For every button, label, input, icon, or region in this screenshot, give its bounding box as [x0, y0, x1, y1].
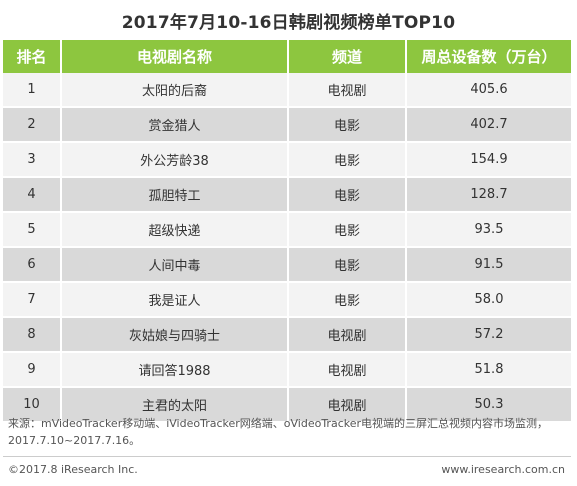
- channel-cell: 电视剧: [289, 73, 407, 108]
- drama-name-cell: 主君的太阳: [62, 388, 289, 423]
- header-channel: 频道: [289, 40, 407, 73]
- table-row: 9 请回答1988 电视剧 51.8: [3, 353, 571, 388]
- rank-cell: 6: [3, 248, 62, 283]
- device-count-cell: 57.2: [407, 318, 571, 353]
- rank-cell: 5: [3, 213, 62, 248]
- channel-cell: 电影: [289, 143, 407, 178]
- drama-name-cell: 太阳的后裔: [62, 73, 289, 108]
- header-drama-name: 电视剧名称: [62, 40, 289, 73]
- device-count-cell: 58.0: [407, 283, 571, 318]
- channel-cell: 电视剧: [289, 388, 407, 423]
- drama-name-cell: 人间中毒: [62, 248, 289, 283]
- drama-name-cell: 超级快递: [62, 213, 289, 248]
- drama-name-cell: 外公芳龄38: [62, 143, 289, 178]
- header-weekly-devices: 周总设备数（万台）: [407, 40, 571, 73]
- device-count-cell: 405.6: [407, 73, 571, 108]
- rank-cell: 9: [3, 353, 62, 388]
- source-line-2: 2017.7.10~2017.7.16。: [8, 434, 141, 447]
- drama-name-cell: 灰姑娘与四骑士: [62, 318, 289, 353]
- copyright-text: ©2017.8 iResearch Inc.: [8, 463, 138, 476]
- footer-divider: [3, 456, 571, 457]
- device-count-cell: 51.8: [407, 353, 571, 388]
- table-row: 4 孤胆特工 电影 128.7: [3, 178, 571, 213]
- table-row: 1 太阳的后裔 电视剧 405.6: [3, 73, 571, 108]
- device-count-cell: 402.7: [407, 108, 571, 143]
- drama-name-cell: 我是证人: [62, 283, 289, 318]
- rank-cell: 2: [3, 108, 62, 143]
- table-row: 3 外公芳龄38 电影 154.9: [3, 143, 571, 178]
- table-row: 10 主君的太阳 电视剧 50.3: [3, 388, 571, 423]
- rank-cell: 4: [3, 178, 62, 213]
- table-row: 5 超级快递 电影 93.5: [3, 213, 571, 248]
- rank-cell: 1: [3, 73, 62, 108]
- device-count-cell: 50.3: [407, 388, 571, 423]
- source-line-1: 来源：mVideoTracker移动端、iVideoTracker网络端、oVi…: [8, 417, 549, 430]
- drama-name-cell: 请回答1988: [62, 353, 289, 388]
- drama-name-cell: 孤胆特工: [62, 178, 289, 213]
- header-rank: 排名: [3, 40, 62, 73]
- rank-cell: 7: [3, 283, 62, 318]
- channel-cell: 电影: [289, 213, 407, 248]
- rank-cell: 10: [3, 388, 62, 423]
- channel-cell: 电影: [289, 248, 407, 283]
- channel-cell: 电影: [289, 108, 407, 143]
- table-row: 2 赏金猎人 电影 402.7: [3, 108, 571, 143]
- table-row: 7 我是证人 电影 58.0: [3, 283, 571, 318]
- table-row: 6 人间中毒 电影 91.5: [3, 248, 571, 283]
- drama-name-cell: 赏金猎人: [62, 108, 289, 143]
- table-row: 8 灰姑娘与四骑士 电视剧 57.2: [3, 318, 571, 353]
- website-url: www.iresearch.com.cn: [441, 463, 565, 476]
- page-title: 2017年7月10-16日韩剧视频榜单TOP10: [121, 13, 456, 33]
- device-count-cell: 93.5: [407, 213, 571, 248]
- source-note: 来源：mVideoTracker移动端、iVideoTracker网络端、oVi…: [8, 415, 568, 449]
- device-count-cell: 154.9: [407, 143, 571, 178]
- channel-cell: 电影: [289, 178, 407, 213]
- rank-cell: 8: [3, 318, 62, 353]
- table-header-row: 排名 电视剧名称 频道 周总设备数（万台）: [3, 40, 571, 73]
- ranking-table: 排名 电视剧名称 频道 周总设备数（万台） 1 太阳的后裔 电视剧 405.6 …: [3, 40, 571, 423]
- channel-cell: 电视剧: [289, 353, 407, 388]
- device-count-cell: 128.7: [407, 178, 571, 213]
- rank-cell: 3: [3, 143, 62, 178]
- channel-cell: 电影: [289, 283, 407, 318]
- device-count-cell: 91.5: [407, 248, 571, 283]
- channel-cell: 电视剧: [289, 318, 407, 353]
